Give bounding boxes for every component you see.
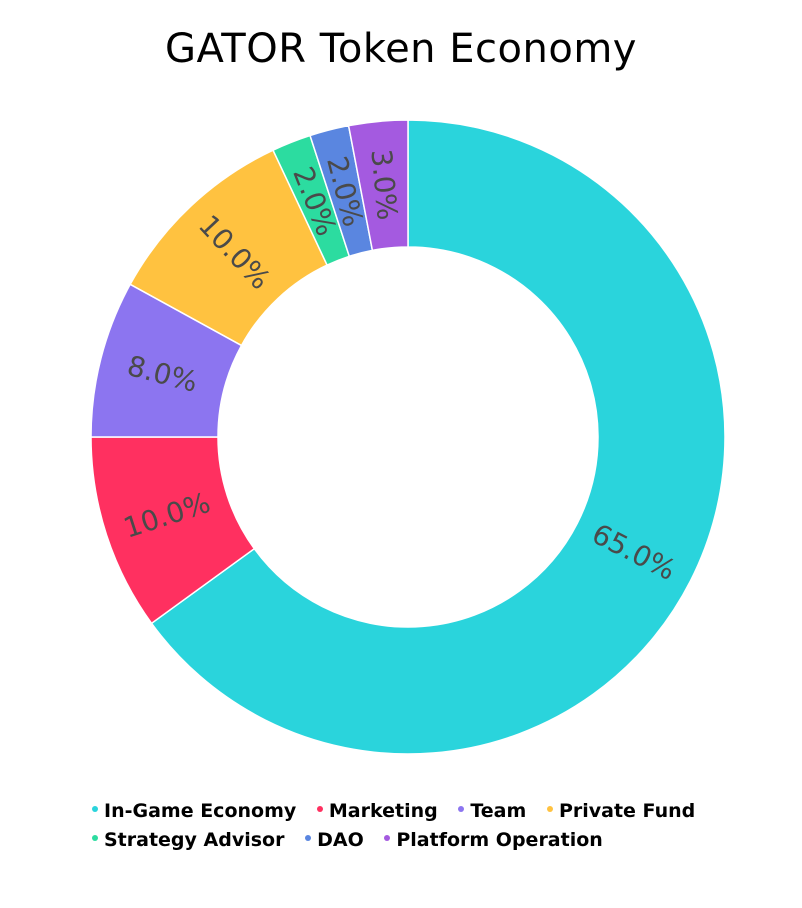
legend-item-private-fund[interactable]: Private Fund — [546, 797, 695, 826]
chart-title: GATOR Token Economy — [165, 26, 637, 72]
legend-dot-icon — [546, 805, 553, 812]
legend-item-marketing[interactable]: Marketing — [316, 797, 438, 826]
legend-item-in-game-economy[interactable]: In-Game Economy — [92, 797, 296, 826]
slice-in-game-economy[interactable] — [150, 119, 726, 755]
legend-item-strategy-advisor[interactable]: Strategy Advisor — [92, 826, 284, 855]
slice-platform-operation[interactable] — [347, 119, 409, 252]
chart-legend: In-Game Economy Marketing Team Private F… — [92, 797, 732, 855]
legend-dot-icon — [458, 805, 465, 812]
legend-item-platform-operation[interactable]: Platform Operation — [384, 826, 603, 855]
legend-item-dao[interactable]: DAO — [305, 826, 364, 855]
legend-dot-icon — [92, 834, 98, 841]
legend-dot-icon — [305, 834, 312, 841]
slice-label: 3.0% — [364, 148, 404, 222]
legend-dot-icon — [316, 805, 323, 812]
legend-item-team[interactable]: Team — [458, 797, 526, 826]
legend-dot-icon — [92, 805, 98, 812]
legend-dot-icon — [384, 834, 391, 841]
